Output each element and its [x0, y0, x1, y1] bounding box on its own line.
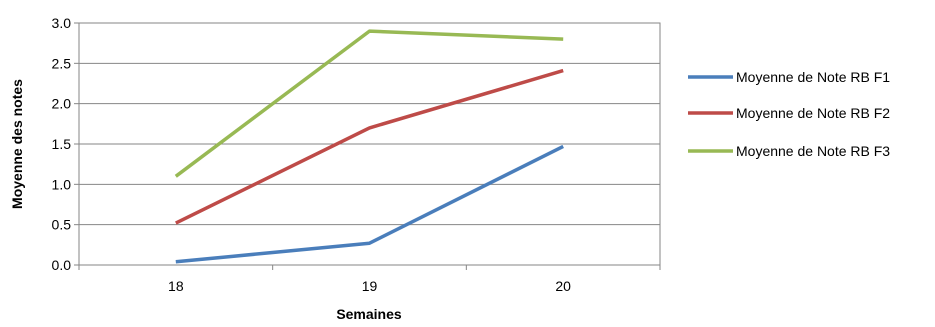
y-tick-label: 2.5 [52, 55, 72, 71]
y-tick-label: 0.0 [52, 257, 72, 273]
series-line-3 [174, 29, 564, 178]
y-axis-title: Moyenne des notes [9, 79, 25, 209]
y-tick-label: 0.5 [52, 217, 72, 233]
legend-label-2: Moyenne de Note RB F2 [736, 105, 890, 121]
y-tick-label: 2.0 [52, 96, 72, 112]
x-tick-label: 19 [362, 278, 378, 294]
y-tick-label: 1.5 [52, 136, 72, 152]
y-tick-label: 1.0 [52, 176, 72, 192]
x-axis-title: Semaines [336, 306, 402, 322]
y-tick-label: 3.0 [52, 15, 72, 31]
series-line-2 [175, 68, 564, 225]
legend-label-3: Moyenne de Note RB F3 [736, 143, 890, 159]
series-line-1 [175, 144, 564, 264]
x-tick-label: 20 [555, 278, 571, 294]
y-axis-ticks: 0.0 0.5 1.0 1.5 2.0 2.5 3.0 [52, 15, 79, 273]
legend: Moyenne de Note RB F1 Moyenne de Note RB … [688, 69, 890, 159]
x-axis-ticks: 18 19 20 [78, 265, 661, 294]
grid-lines [79, 22, 660, 266]
series-lines [174, 29, 564, 264]
x-tick-label: 18 [168, 278, 184, 294]
legend-label-1: Moyenne de Note RB F1 [736, 69, 890, 85]
